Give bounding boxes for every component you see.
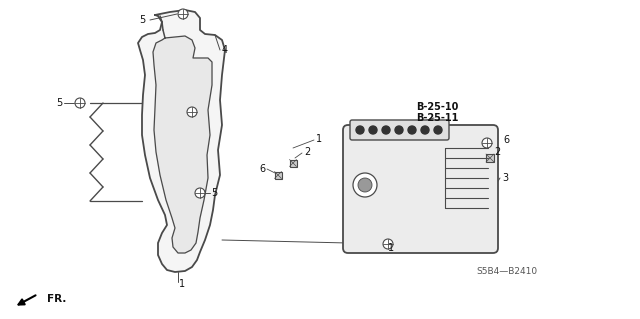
Circle shape [356,126,364,134]
FancyBboxPatch shape [289,160,296,167]
Text: 5: 5 [211,188,217,198]
Circle shape [395,126,403,134]
Text: B-25-10: B-25-10 [416,102,458,112]
Circle shape [358,178,372,192]
Circle shape [434,126,442,134]
FancyBboxPatch shape [486,154,494,162]
Text: B-25-11: B-25-11 [416,113,458,123]
Polygon shape [153,36,212,253]
Circle shape [382,126,390,134]
Text: 3: 3 [502,173,508,183]
FancyBboxPatch shape [343,125,498,253]
Text: 6: 6 [259,164,265,174]
Circle shape [482,138,492,148]
Text: 2: 2 [494,147,500,157]
Text: 1: 1 [179,279,185,289]
FancyBboxPatch shape [350,120,449,140]
Circle shape [195,188,205,198]
Circle shape [75,98,85,108]
Text: 1: 1 [388,243,394,253]
Circle shape [369,126,377,134]
Circle shape [178,9,188,19]
FancyBboxPatch shape [275,172,282,179]
Text: 6: 6 [503,135,509,145]
Text: 2: 2 [304,147,310,157]
Text: FR.: FR. [47,294,67,304]
Text: 1: 1 [316,134,322,144]
Polygon shape [138,10,225,272]
Circle shape [383,239,393,249]
Text: 4: 4 [222,45,228,55]
Circle shape [421,126,429,134]
Circle shape [408,126,416,134]
Text: 5: 5 [56,98,62,108]
Circle shape [187,107,197,117]
Circle shape [353,173,377,197]
Text: 5: 5 [139,15,145,25]
Text: S5B4—B2410: S5B4—B2410 [476,268,538,277]
